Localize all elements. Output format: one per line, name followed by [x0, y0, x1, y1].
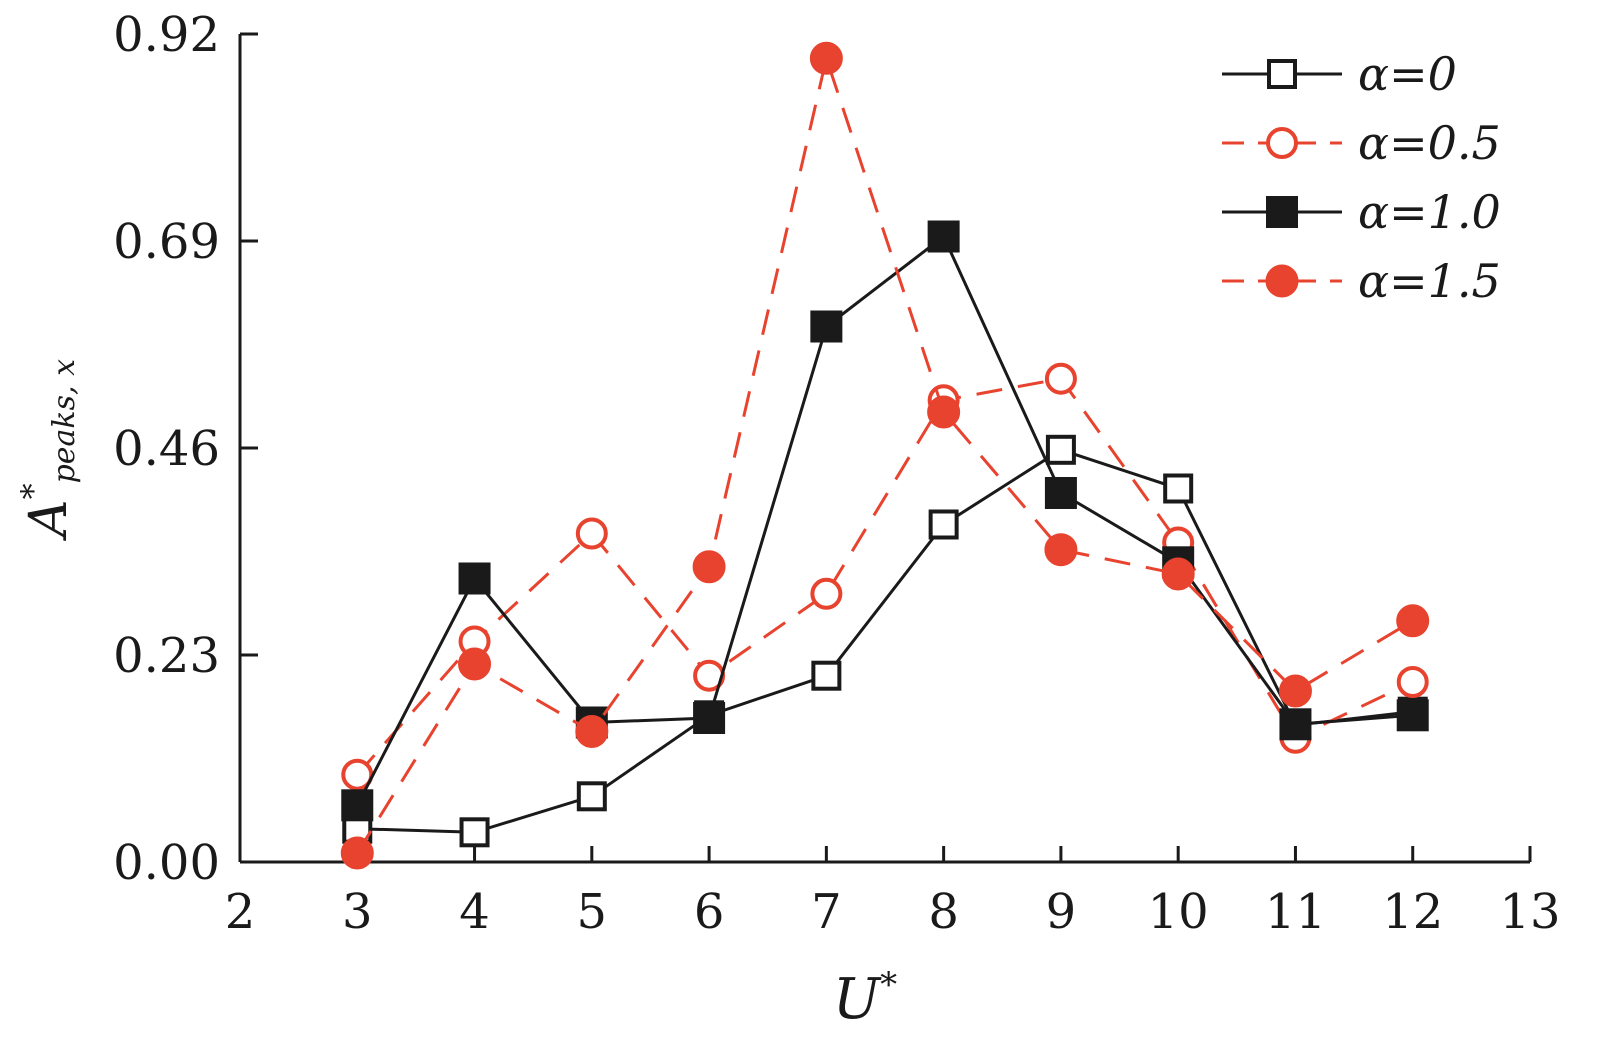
legend-label: α=1.5: [1358, 254, 1501, 308]
x-axis-title: U*: [833, 965, 897, 1032]
data-point: [341, 789, 374, 822]
data-point: [1161, 557, 1195, 591]
series-1: [341, 362, 1429, 791]
legend-marker: [1265, 264, 1299, 298]
legend-marker: [1266, 127, 1298, 159]
legend-item: α=1.5: [1222, 254, 1501, 308]
x-tick-label: 3: [342, 884, 373, 940]
data-point: [810, 310, 843, 343]
data-point: [575, 715, 609, 748]
data-point: [1044, 362, 1077, 395]
data-point: [1163, 473, 1194, 504]
y-tick-label: 0.69: [113, 214, 220, 270]
legend-marker: [1267, 59, 1297, 89]
legend-item: α=0: [1222, 47, 1457, 101]
x-tick-label: 5: [577, 884, 608, 940]
y-axis-title-sup: *: [14, 483, 52, 499]
data-point: [1044, 477, 1077, 509]
legend-label: α=0: [1358, 47, 1457, 101]
x-tick-label: 8: [928, 884, 959, 940]
y-tick-label: 0.46: [113, 421, 220, 477]
legend-label: α=0.5: [1358, 116, 1501, 170]
data-point: [927, 395, 961, 429]
data-point: [928, 509, 959, 540]
y-axis-title-main: A: [19, 499, 79, 541]
legend-item: α=1.0: [1222, 185, 1501, 239]
data-point: [1278, 674, 1312, 708]
legend-label: α=1.0: [1358, 185, 1501, 239]
series-layer: [340, 41, 1430, 870]
axis-titles: U* A*peaks, x: [14, 359, 897, 1032]
series-line: [355, 52, 1414, 854]
legend: α=0 α=0.5 α=1.0 α=1.5: [1222, 47, 1501, 308]
x-tick-label: 6: [694, 884, 725, 940]
x-axis-title-main: U: [833, 967, 882, 1032]
series-2: [341, 220, 1429, 822]
series-line: [357, 448, 1413, 834]
data-point: [1045, 434, 1076, 465]
data-point: [809, 41, 843, 75]
data-point: [811, 660, 842, 691]
legend-marker: [1266, 196, 1298, 228]
x-tick-label: 2: [225, 884, 256, 940]
data-point: [459, 817, 490, 848]
series-line: [355, 234, 1413, 806]
data-point: [341, 758, 374, 791]
data-point: [810, 577, 843, 610]
data-point: [1396, 699, 1429, 732]
data-point: [458, 647, 492, 681]
x-tick-label: 9: [1046, 884, 1077, 940]
data-point: [575, 517, 608, 550]
y-axis-title: A*peaks, x: [14, 359, 82, 541]
data-point: [340, 836, 374, 870]
x-tick-label: 13: [1499, 884, 1560, 940]
y-tick-label: 0.00: [113, 835, 220, 891]
data-point: [693, 702, 726, 734]
data-point: [458, 562, 491, 595]
data-point: [576, 781, 607, 812]
data-point: [1279, 708, 1312, 741]
data-point: [1044, 533, 1078, 567]
x-tick-label: 12: [1382, 884, 1443, 940]
data-point: [1396, 666, 1429, 698]
series-3: [340, 41, 1430, 870]
data-point: [927, 220, 960, 253]
data-point: [692, 550, 726, 584]
legend-item: α=0.5: [1222, 116, 1501, 170]
x-tick-label: 7: [811, 884, 842, 940]
data-point: [1396, 604, 1430, 638]
series-line: [356, 377, 1414, 776]
x-tick-label: 4: [459, 884, 490, 940]
y-tick-label: 0.23: [113, 628, 220, 684]
y-tick-label: 0.92: [113, 7, 220, 63]
x-axis-title-sup: *: [880, 965, 897, 1005]
axes: 2 3 4 5 6 7 8 9 10 11 12 13 0.00 0.23 0.46 0.69 0.92: [113, 7, 1560, 940]
y-axis-title-sub: peaks, x: [47, 359, 82, 483]
x-tick-label: 11: [1265, 884, 1326, 940]
x-tick-label: 10: [1148, 884, 1209, 940]
